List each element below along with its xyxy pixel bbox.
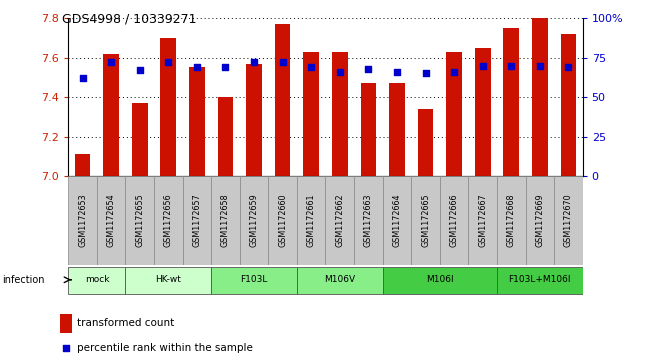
Point [363,66,374,72]
Point [135,68,145,73]
Bar [183,176,211,265]
Text: M106I: M106I [426,275,454,284]
Bar [361,83,376,176]
Bar [68,266,126,294]
Point [392,69,402,75]
Text: M106V: M106V [324,275,355,284]
Bar [503,28,519,176]
Bar [326,176,354,265]
Point [77,75,88,81]
Point [106,60,117,65]
Bar [217,97,233,176]
Text: F103L: F103L [240,275,268,284]
Text: GSM1172653: GSM1172653 [78,194,87,247]
Text: GSM1172664: GSM1172664 [393,194,402,247]
Point [163,60,174,65]
Bar [240,176,268,265]
Text: GDS4998 / 10339271: GDS4998 / 10339271 [62,13,197,26]
Bar [332,52,348,176]
Text: GSM1172655: GSM1172655 [135,193,145,248]
Bar [303,52,319,176]
Bar [97,176,126,265]
Text: transformed count: transformed count [77,318,174,328]
Bar [275,24,290,176]
Text: GSM1172666: GSM1172666 [450,194,458,247]
Point [335,69,345,75]
Point [249,60,259,65]
Bar [525,176,554,265]
Point [191,64,202,70]
Bar [126,266,211,294]
Text: GSM1172661: GSM1172661 [307,194,316,247]
Bar [497,176,525,265]
Text: GSM1172663: GSM1172663 [364,194,373,247]
Bar [475,48,490,176]
Bar [446,52,462,176]
Bar [75,154,90,176]
Bar [497,266,583,294]
Bar [61,314,72,333]
Text: GSM1172656: GSM1172656 [164,194,173,247]
Bar [561,34,576,176]
Text: GSM1172654: GSM1172654 [107,194,116,247]
Bar [211,176,240,265]
Bar [297,176,326,265]
Point [506,62,516,68]
Bar [297,266,383,294]
Bar [383,176,411,265]
Bar [154,176,183,265]
Bar [68,176,97,265]
Point [449,69,459,75]
Bar [211,266,297,294]
Text: GSM1172665: GSM1172665 [421,194,430,247]
Text: HK-wt: HK-wt [156,275,181,284]
Bar [440,176,468,265]
Point [306,64,316,70]
Bar [411,176,440,265]
Text: GSM1172668: GSM1172668 [506,194,516,247]
Text: GSM1172658: GSM1172658 [221,194,230,247]
Bar [126,176,154,265]
Bar [104,54,119,176]
Text: GSM1172670: GSM1172670 [564,194,573,247]
Point [534,62,545,68]
Bar [468,176,497,265]
Text: mock: mock [85,275,109,284]
Point [563,64,574,70]
Point [220,64,230,70]
Text: GSM1172660: GSM1172660 [278,194,287,247]
Text: GSM1172669: GSM1172669 [535,194,544,247]
Bar [532,18,547,176]
Bar [389,83,405,176]
Point [421,70,431,76]
Text: GSM1172662: GSM1172662 [335,194,344,247]
Bar [354,176,383,265]
Bar [554,176,583,265]
Text: GSM1172667: GSM1172667 [478,194,487,247]
Text: GSM1172659: GSM1172659 [249,193,258,248]
Point [477,62,488,68]
Text: percentile rank within the sample: percentile rank within the sample [77,343,253,353]
Point [277,60,288,65]
Bar [132,103,148,176]
Text: infection: infection [2,275,44,285]
Bar [383,266,497,294]
Point [61,345,72,351]
Bar [418,109,434,176]
Bar [268,176,297,265]
Bar [246,64,262,176]
Text: GSM1172657: GSM1172657 [193,193,201,248]
Bar [189,68,205,176]
Text: F103L+M106I: F103L+M106I [508,275,571,284]
Bar [161,38,176,176]
